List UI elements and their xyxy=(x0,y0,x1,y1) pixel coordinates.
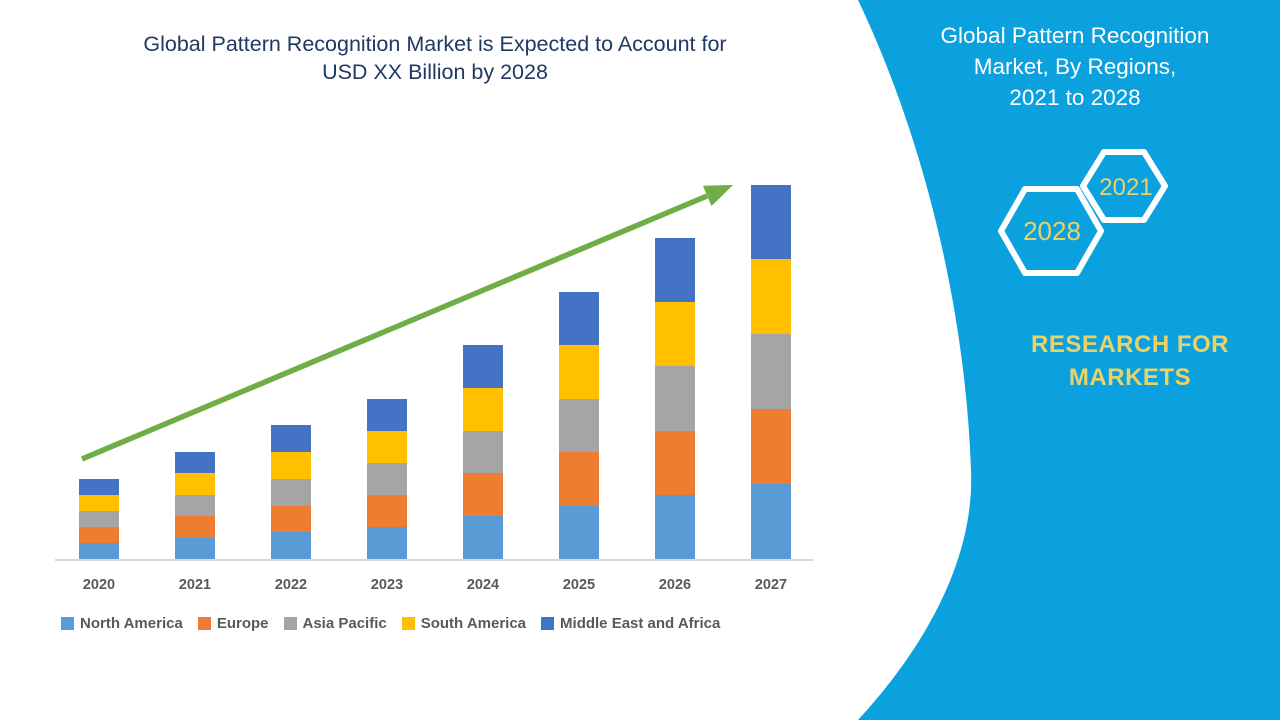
bar-segment-2021-south-america xyxy=(175,473,215,495)
bar-segment-2023-middle-east-and-africa xyxy=(367,398,407,431)
legend-item-north-america: North America xyxy=(61,615,183,632)
x-axis-label-2022: 2022 xyxy=(274,577,308,593)
legend-swatch-icon xyxy=(197,617,211,630)
bar-segment-2021-europe xyxy=(175,516,215,538)
bar-segment-2024-north-america xyxy=(463,516,503,559)
bar-2021 xyxy=(175,452,215,559)
x-axis-line xyxy=(55,559,813,561)
page-title: Global Pattern Recognition Market is Exp… xyxy=(40,30,830,86)
bar-2027 xyxy=(751,184,791,559)
legend-label: North America xyxy=(80,615,183,632)
legend-label: South America xyxy=(420,615,527,632)
bar-segment-2020-south-america xyxy=(79,494,119,511)
bar-segment-2027-europe xyxy=(751,409,791,485)
bar-2020 xyxy=(79,478,119,559)
brand-text-line1: RESEARCH FOR xyxy=(1030,331,1229,358)
bar-segment-2020-asia-pacific xyxy=(79,510,119,527)
legend-item-asia-pacific: Asia Pacific xyxy=(283,615,387,632)
bar-segment-2025-europe xyxy=(559,452,599,506)
x-axis-label-2024: 2024 xyxy=(466,577,500,593)
bar-segment-2024-south-america xyxy=(463,387,503,431)
bar-segment-2023-south-america xyxy=(367,430,407,463)
bar-2024 xyxy=(463,345,503,559)
bar-segment-2022-asia-pacific xyxy=(271,478,311,506)
bar-segment-2026-north-america xyxy=(655,494,695,559)
x-axis-label-2020: 2020 xyxy=(82,577,116,593)
page-title-line1: Global Pattern Recognition Market is Exp… xyxy=(143,32,727,56)
bar-segment-2022-south-america xyxy=(271,452,311,479)
x-axis-label-2027: 2027 xyxy=(754,577,788,593)
bar-segment-2025-south-america xyxy=(559,345,599,399)
bar-segment-2025-north-america xyxy=(559,505,599,559)
legend-item-middle-east-and-africa: Middle East and Africa xyxy=(541,615,720,632)
bar-segment-2027-asia-pacific xyxy=(751,334,791,410)
legend-label: Middle East and Africa xyxy=(560,615,721,632)
bar-segment-2022-middle-east-and-africa xyxy=(271,425,311,452)
x-axis-label-2026: 2026 xyxy=(658,577,692,593)
legend-item-europe: Europe xyxy=(197,615,269,632)
bar-2023 xyxy=(367,398,407,559)
bar-segment-2022-north-america xyxy=(271,532,311,559)
x-axis-label-2023: 2023 xyxy=(370,577,404,593)
bar-segment-2026-south-america xyxy=(655,302,695,367)
legend-item-south-america: South America xyxy=(401,615,527,632)
bar-segment-2020-middle-east-and-africa xyxy=(79,478,119,495)
bar-segment-2023-europe xyxy=(367,494,407,527)
page-title-line2: USD XX Billion by 2028 xyxy=(322,60,548,84)
side-panel-title-line1: Global Pattern Recognition xyxy=(940,23,1210,48)
bar-segment-2026-middle-east-and-africa xyxy=(655,238,695,303)
bar-segment-2027-north-america xyxy=(751,484,791,559)
side-panel-title-line3: 2021 to 2028 xyxy=(1009,85,1141,110)
bar-segment-2021-middle-east-and-africa xyxy=(175,452,215,474)
side-panel-title: Global Pattern Recognition Market, By Re… xyxy=(900,20,1250,113)
legend-swatch-icon xyxy=(283,617,297,630)
legend-swatch-icon xyxy=(401,617,415,630)
bar-2022 xyxy=(271,425,311,559)
bar-segment-2027-south-america xyxy=(751,259,791,335)
bar-segment-2023-asia-pacific xyxy=(367,462,407,495)
bar-segment-2024-middle-east-and-africa xyxy=(463,345,503,388)
bar-segment-2027-middle-east-and-africa xyxy=(751,184,791,260)
legend: North America Europe Asia Pacific South Ame… xyxy=(61,615,720,632)
brand-text-line2: MARKETS xyxy=(1068,364,1192,391)
legend-label: Europe xyxy=(216,615,269,632)
bar-2026 xyxy=(655,238,695,559)
bar-2025 xyxy=(559,291,599,559)
bar-segment-2025-asia-pacific xyxy=(559,398,599,452)
bar-segment-2021-north-america xyxy=(175,537,215,559)
side-panel-title-line2: Market, By Regions, xyxy=(973,54,1177,79)
bar-segment-2024-europe xyxy=(463,473,503,517)
bar-segment-2021-asia-pacific xyxy=(175,494,215,517)
bar-segment-2020-north-america xyxy=(79,542,119,559)
legend-swatch-icon xyxy=(61,617,74,630)
brand-text: RESEARCH FOR MARKETS xyxy=(955,328,1280,394)
bar-segment-2024-asia-pacific xyxy=(463,430,503,474)
bar-segment-2026-europe xyxy=(655,430,695,495)
x-axis-label-2021: 2021 xyxy=(178,577,212,593)
x-axis-label-2025: 2025 xyxy=(562,577,596,593)
bar-segment-2022-europe xyxy=(271,505,311,533)
bar-segment-2026-asia-pacific xyxy=(655,366,695,431)
legend-swatch-icon xyxy=(541,617,555,630)
bar-segment-2023-north-america xyxy=(367,526,407,559)
bar-segment-2025-middle-east-and-africa xyxy=(559,291,599,345)
legend-label: Asia Pacific xyxy=(302,615,387,632)
bar-segment-2020-europe xyxy=(79,526,119,543)
